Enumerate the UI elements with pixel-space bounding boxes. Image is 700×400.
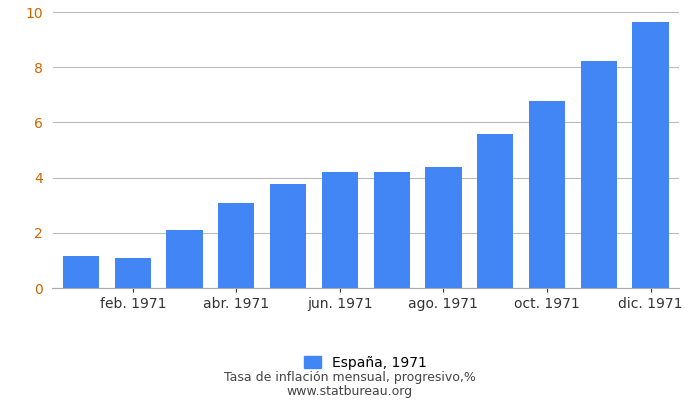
Legend: España, 1971: España, 1971 xyxy=(299,350,433,375)
Bar xyxy=(528,100,565,288)
Bar xyxy=(63,256,99,288)
Bar xyxy=(477,134,513,288)
Bar xyxy=(167,230,203,288)
Bar xyxy=(426,166,461,288)
Bar xyxy=(374,172,409,288)
Bar xyxy=(218,203,254,288)
Bar xyxy=(580,61,617,288)
Bar xyxy=(322,172,358,288)
Bar xyxy=(115,258,151,288)
Text: www.statbureau.org: www.statbureau.org xyxy=(287,385,413,398)
Bar xyxy=(270,184,306,288)
Bar xyxy=(632,22,668,288)
Text: Tasa de inflación mensual, progresivo,%: Tasa de inflación mensual, progresivo,% xyxy=(224,372,476,384)
